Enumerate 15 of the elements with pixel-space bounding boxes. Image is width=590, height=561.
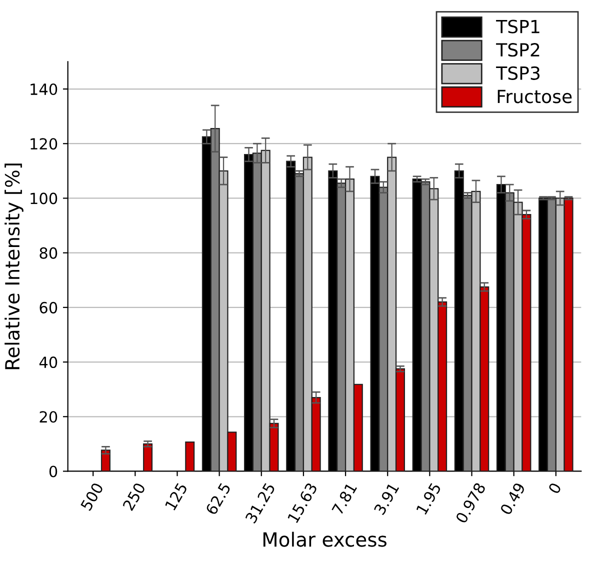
x-axis-title: Molar excess xyxy=(263,532,386,547)
y-tick-label: 120 xyxy=(30,138,58,150)
y-tick-label: 40 xyxy=(39,356,58,368)
y-axis-title: Relative Intensity [%] xyxy=(4,164,24,370)
y-tick-label: 100 xyxy=(30,192,58,204)
y-tick-label: 80 xyxy=(40,247,58,259)
legend-label: TSP3 xyxy=(496,66,540,80)
y-tick-label: 0 xyxy=(49,466,58,478)
y-tick-label: 60 xyxy=(40,302,58,314)
legend-label: Fructose xyxy=(498,90,572,104)
x-tick-label: 0 xyxy=(548,482,562,494)
y-tick-label: 20 xyxy=(40,411,58,423)
legend-label: TSP2 xyxy=(496,43,540,57)
legend-label: TSP1 xyxy=(496,20,540,34)
y-tick-label: 140 xyxy=(30,83,58,96)
